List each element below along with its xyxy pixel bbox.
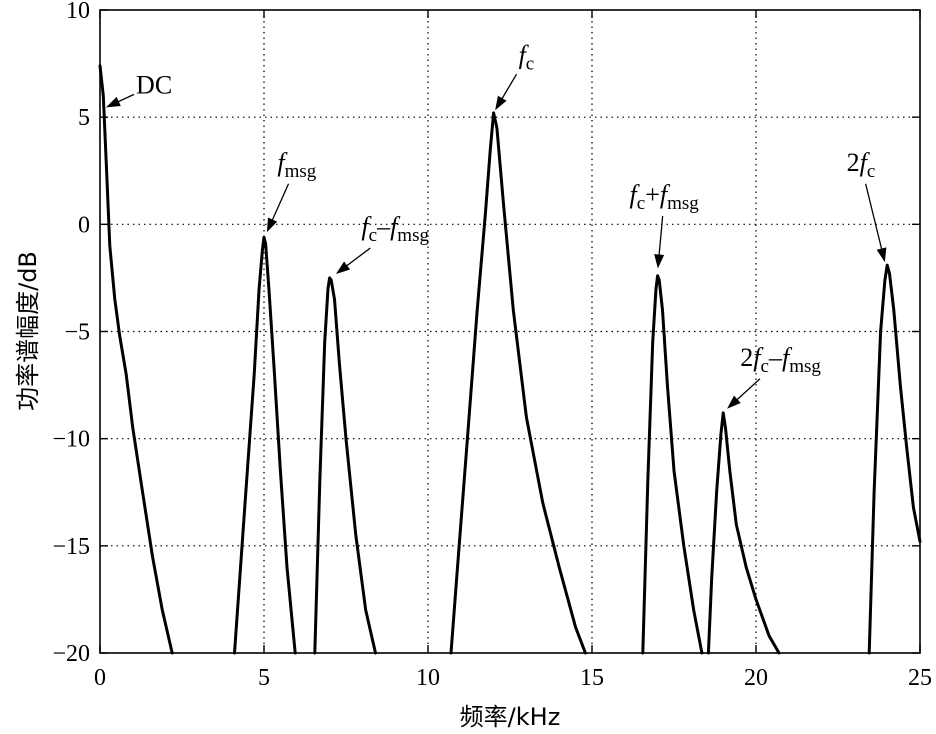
peak-annotation: fc+fmsg	[630, 180, 700, 269]
x-tick-label: 20	[744, 665, 768, 691]
peak-annotation: fc–fmsg	[335, 212, 429, 274]
annotation-label: DC	[136, 71, 172, 100]
y-tick-label: 5	[78, 105, 90, 131]
y-tick-label: 0	[78, 212, 90, 238]
annotations: DC fmsg fc–fmsg fc fc+fmsg 2fc–fmsg 2fc	[106, 41, 887, 409]
axis-ticks: 0 5 10 15 20 25 10 5 0 −5 −10 −15 −20	[52, 0, 932, 691]
x-tick-label: 15	[580, 665, 604, 691]
x-tick-label: 0	[94, 665, 106, 691]
peak-annotation: 2fc–fmsg	[727, 343, 821, 409]
y-tick-label: −5	[64, 320, 90, 346]
annotation-label: 2fc	[847, 148, 876, 182]
y-tick-label: −10	[52, 427, 90, 453]
y-axis-label: 功率谱幅度/dB	[14, 251, 42, 411]
spectrum-peak-line	[98, 64, 174, 655]
annotation-arrow-head	[654, 254, 665, 269]
annotation-arrow-line	[269, 183, 290, 226]
spectrum-peak-line	[449, 111, 587, 655]
spectrum-curves	[98, 64, 922, 655]
peak-annotation: fc	[495, 41, 534, 111]
annotation-arrow-line	[732, 378, 761, 404]
annotation-arrow-line	[864, 183, 884, 255]
peak-annotation: DC	[106, 71, 172, 108]
spectrum-peak-line	[641, 274, 704, 655]
peak-annotation: 2fc	[847, 148, 887, 263]
y-tick-label: −15	[52, 534, 90, 560]
annotation-arrow-head	[876, 247, 887, 263]
annotation-arrow-head	[495, 95, 507, 111]
spectrum-peak-line	[867, 263, 922, 655]
x-axis-label: 频率/kHz	[460, 703, 561, 731]
annotation-label: 2fc–fmsg	[740, 343, 821, 377]
annotation-arrow-head	[335, 261, 351, 274]
y-tick-label: −20	[52, 641, 90, 667]
spectrum-peak-line	[233, 235, 297, 655]
annotation-arrow-line	[657, 215, 664, 261]
y-tick-label: 10	[66, 0, 90, 24]
annotation-arrow-head	[106, 96, 121, 108]
x-tick-label: 25	[908, 665, 932, 691]
spectrum-peak-line	[706, 411, 781, 655]
plot-frame	[99, 9, 921, 654]
annotation-arrow-head	[727, 395, 741, 409]
x-tick-label: 10	[416, 665, 440, 691]
annotation-arrow-head	[266, 217, 278, 233]
annotation-label: fc–fmsg	[361, 212, 429, 246]
peak-annotation: fmsg	[266, 148, 317, 233]
x-tick-label: 5	[258, 665, 270, 691]
spectrum-peak-line	[313, 276, 377, 655]
annotation-label: fc	[519, 41, 535, 75]
annotation-label: fc+fmsg	[630, 180, 700, 214]
grid-lines	[100, 10, 920, 653]
annotation-label: fmsg	[277, 148, 316, 182]
